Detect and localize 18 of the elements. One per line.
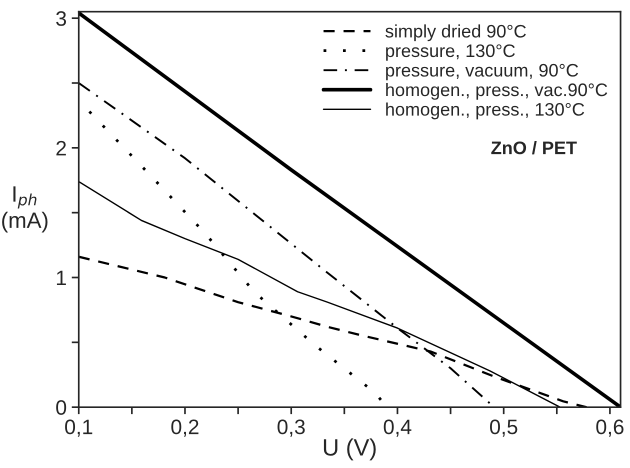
x-axis-title: U (V)	[324, 438, 376, 460]
x-tick-label: 0,1	[65, 420, 92, 437]
y-tick-label: 3	[56, 11, 66, 26]
legend-label: homogen., press., 130°C	[386, 102, 584, 120]
x-tick-label: 0,4	[384, 420, 412, 437]
x-tick-label: 0,3	[278, 420, 305, 437]
x-tick-label: 0,6	[596, 420, 624, 437]
legend-label: homogen., press., vac.90°C	[386, 82, 608, 100]
y-tick-label: 0	[56, 400, 66, 415]
x-tick-label: 0,5	[490, 420, 518, 437]
y-tick-label: 1	[56, 270, 66, 286]
y-axis-title: I$_{ph}$ (mA)	[2, 186, 48, 232]
annotation: ZnO / PET	[491, 140, 577, 154]
legend-label: pressure, vacuum, 90°C	[386, 64, 578, 80]
legend-label: pressure, 130°C	[386, 44, 515, 61]
y-tick-label: 2	[56, 140, 66, 156]
x-tick-label: 0,2	[171, 420, 198, 437]
legend-label: simply dried 90°C	[385, 24, 526, 42]
